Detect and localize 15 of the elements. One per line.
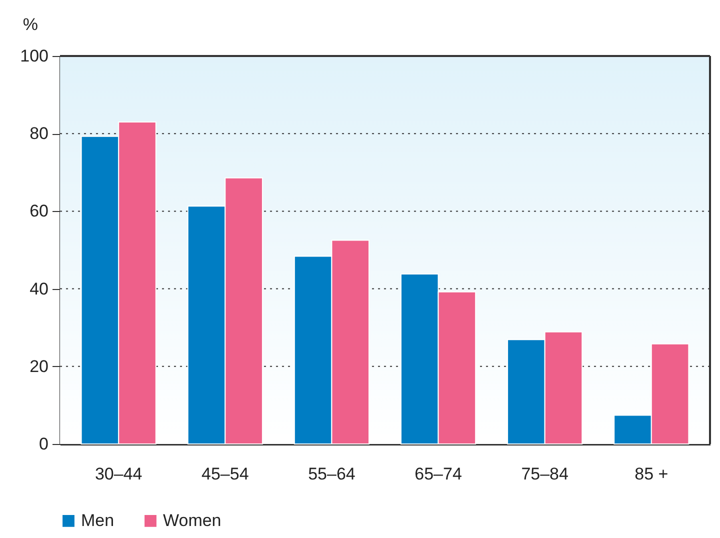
y-tick-label: 80 — [30, 124, 48, 144]
legend-label: Men — [81, 510, 114, 530]
y-tick-label: 0 — [39, 434, 48, 454]
y-axis-title: % — [22, 15, 38, 34]
x-tick-label: 45–54 — [202, 464, 249, 484]
y-tick-label: 60 — [30, 202, 48, 221]
y-tick-label: 100 — [20, 46, 48, 66]
x-tick-label: 30–44 — [94, 464, 142, 484]
y-tick-label: 20 — [30, 356, 48, 376]
legend-label: Women — [163, 510, 222, 530]
x-tick-label: 55–64 — [308, 464, 356, 484]
y-tick-label: 40 — [30, 279, 48, 298]
x-tick-label: 75–84 — [521, 464, 568, 484]
x-tick-label: 85 + — [634, 464, 668, 484]
x-tick-label: 65–74 — [414, 464, 462, 484]
